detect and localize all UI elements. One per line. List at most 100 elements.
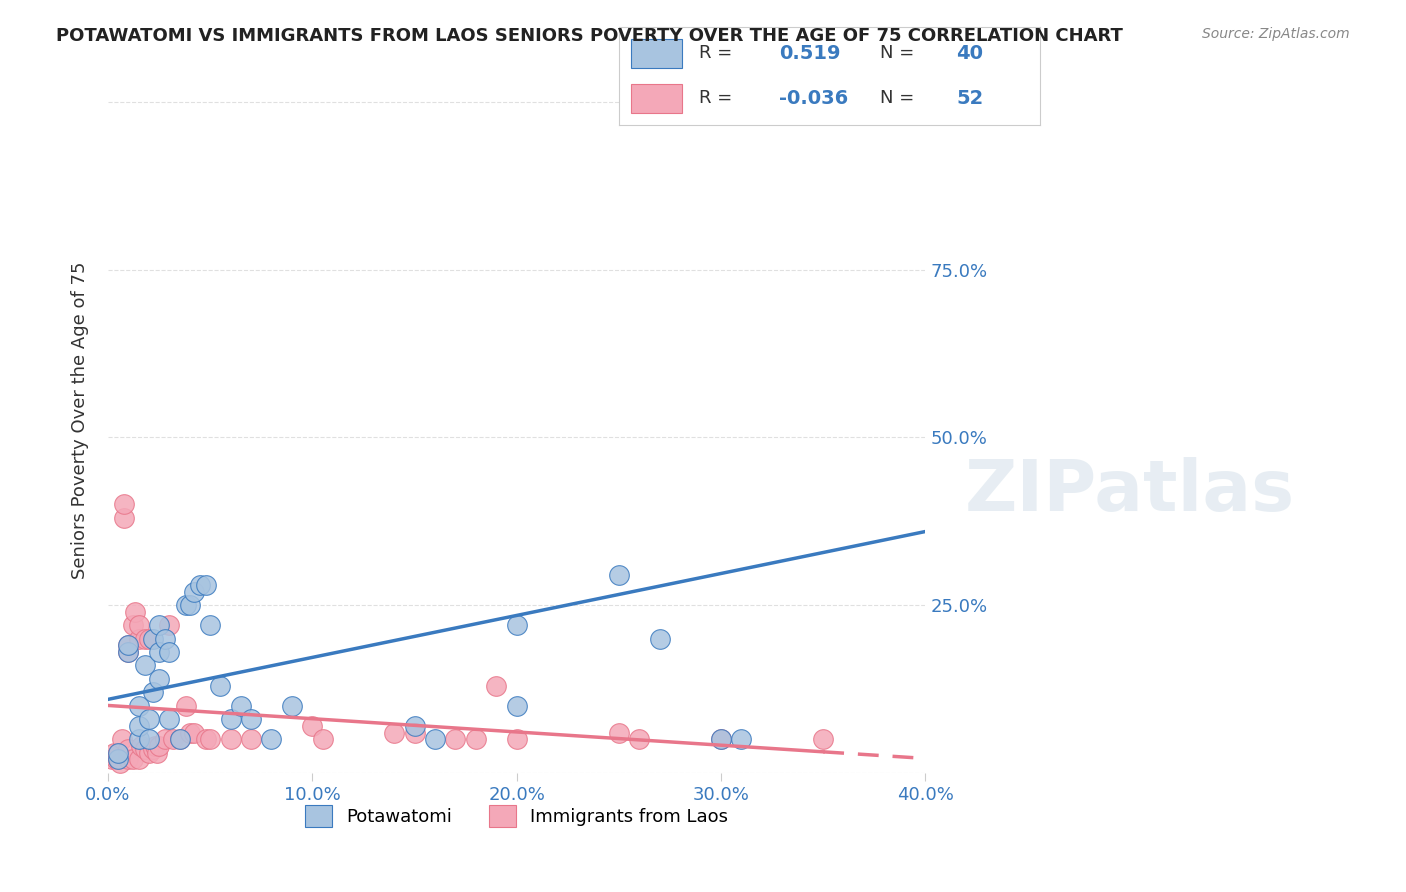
Point	[142, 632, 165, 646]
Point	[169, 732, 191, 747]
Point	[134, 632, 156, 646]
Point	[607, 567, 630, 582]
Point	[607, 725, 630, 739]
Point	[423, 732, 446, 747]
Point	[464, 732, 486, 747]
Point	[124, 605, 146, 619]
Point	[146, 746, 169, 760]
Point	[110, 756, 132, 770]
Point	[311, 732, 333, 747]
Point	[209, 679, 232, 693]
Bar	[631, 38, 682, 68]
Point	[117, 742, 139, 756]
Text: R =: R =	[699, 45, 733, 62]
Point	[188, 578, 211, 592]
Point	[148, 739, 170, 753]
Point	[813, 732, 835, 747]
Point	[107, 746, 129, 760]
Point	[183, 584, 205, 599]
Point	[155, 632, 177, 646]
Point	[142, 742, 165, 756]
Point	[117, 638, 139, 652]
Point	[128, 632, 150, 646]
Point	[112, 511, 135, 525]
Point	[505, 618, 527, 632]
Point	[179, 725, 201, 739]
Text: N =: N =	[880, 89, 914, 107]
Point	[183, 725, 205, 739]
Point	[148, 672, 170, 686]
Point	[117, 752, 139, 766]
Point	[157, 618, 180, 632]
Point	[174, 598, 197, 612]
Point	[107, 752, 129, 766]
Point	[148, 618, 170, 632]
Point	[128, 752, 150, 766]
Point	[121, 752, 143, 766]
Point	[195, 578, 218, 592]
Point	[301, 719, 323, 733]
Point	[444, 732, 467, 747]
Point	[195, 732, 218, 747]
Point	[505, 732, 527, 747]
Point	[105, 752, 128, 766]
Point	[134, 658, 156, 673]
Point	[155, 732, 177, 747]
Point	[240, 712, 263, 726]
Point	[832, 102, 855, 116]
Point	[128, 698, 150, 713]
Point	[138, 712, 160, 726]
Point	[198, 732, 221, 747]
Point	[229, 698, 252, 713]
Point	[260, 732, 283, 747]
Point	[219, 732, 242, 747]
Point	[134, 742, 156, 756]
Point	[111, 732, 134, 747]
Legend: Potawatomi, Immigrants from Laos: Potawatomi, Immigrants from Laos	[298, 797, 735, 834]
Point	[112, 498, 135, 512]
Point	[485, 679, 508, 693]
Text: N =: N =	[880, 45, 914, 62]
Point	[179, 598, 201, 612]
Point	[121, 618, 143, 632]
Point	[138, 732, 160, 747]
Text: 52: 52	[956, 89, 983, 108]
Point	[117, 645, 139, 659]
Point	[404, 719, 426, 733]
Text: 0.519: 0.519	[779, 44, 841, 62]
Point	[162, 732, 184, 747]
Point	[730, 732, 752, 747]
Point	[382, 725, 405, 739]
Text: R =: R =	[699, 89, 733, 107]
Point	[710, 732, 733, 747]
Point	[142, 685, 165, 699]
Point	[143, 739, 166, 753]
Point	[101, 752, 124, 766]
Point	[505, 698, 527, 713]
Point	[281, 698, 304, 713]
Y-axis label: Seniors Poverty Over the Age of 75: Seniors Poverty Over the Age of 75	[72, 262, 89, 580]
Text: -0.036: -0.036	[779, 89, 848, 108]
Text: 40: 40	[956, 44, 983, 62]
Point	[157, 712, 180, 726]
Point	[404, 725, 426, 739]
Point	[117, 638, 139, 652]
Point	[128, 618, 150, 632]
Point	[648, 632, 671, 646]
Point	[240, 732, 263, 747]
Text: ZIPatlas: ZIPatlas	[965, 457, 1295, 525]
Point	[628, 732, 651, 747]
Point	[128, 719, 150, 733]
Point	[710, 732, 733, 747]
Point	[198, 618, 221, 632]
Bar	[631, 84, 682, 113]
Point	[138, 746, 160, 760]
Text: POTAWATOMI VS IMMIGRANTS FROM LAOS SENIORS POVERTY OVER THE AGE OF 75 CORRELATIO: POTAWATOMI VS IMMIGRANTS FROM LAOS SENIO…	[56, 27, 1123, 45]
Point	[107, 752, 129, 766]
Point	[148, 645, 170, 659]
Point	[117, 645, 139, 659]
Point	[169, 732, 191, 747]
Point	[174, 698, 197, 713]
Text: Source: ZipAtlas.com: Source: ZipAtlas.com	[1202, 27, 1350, 41]
Point	[128, 732, 150, 747]
